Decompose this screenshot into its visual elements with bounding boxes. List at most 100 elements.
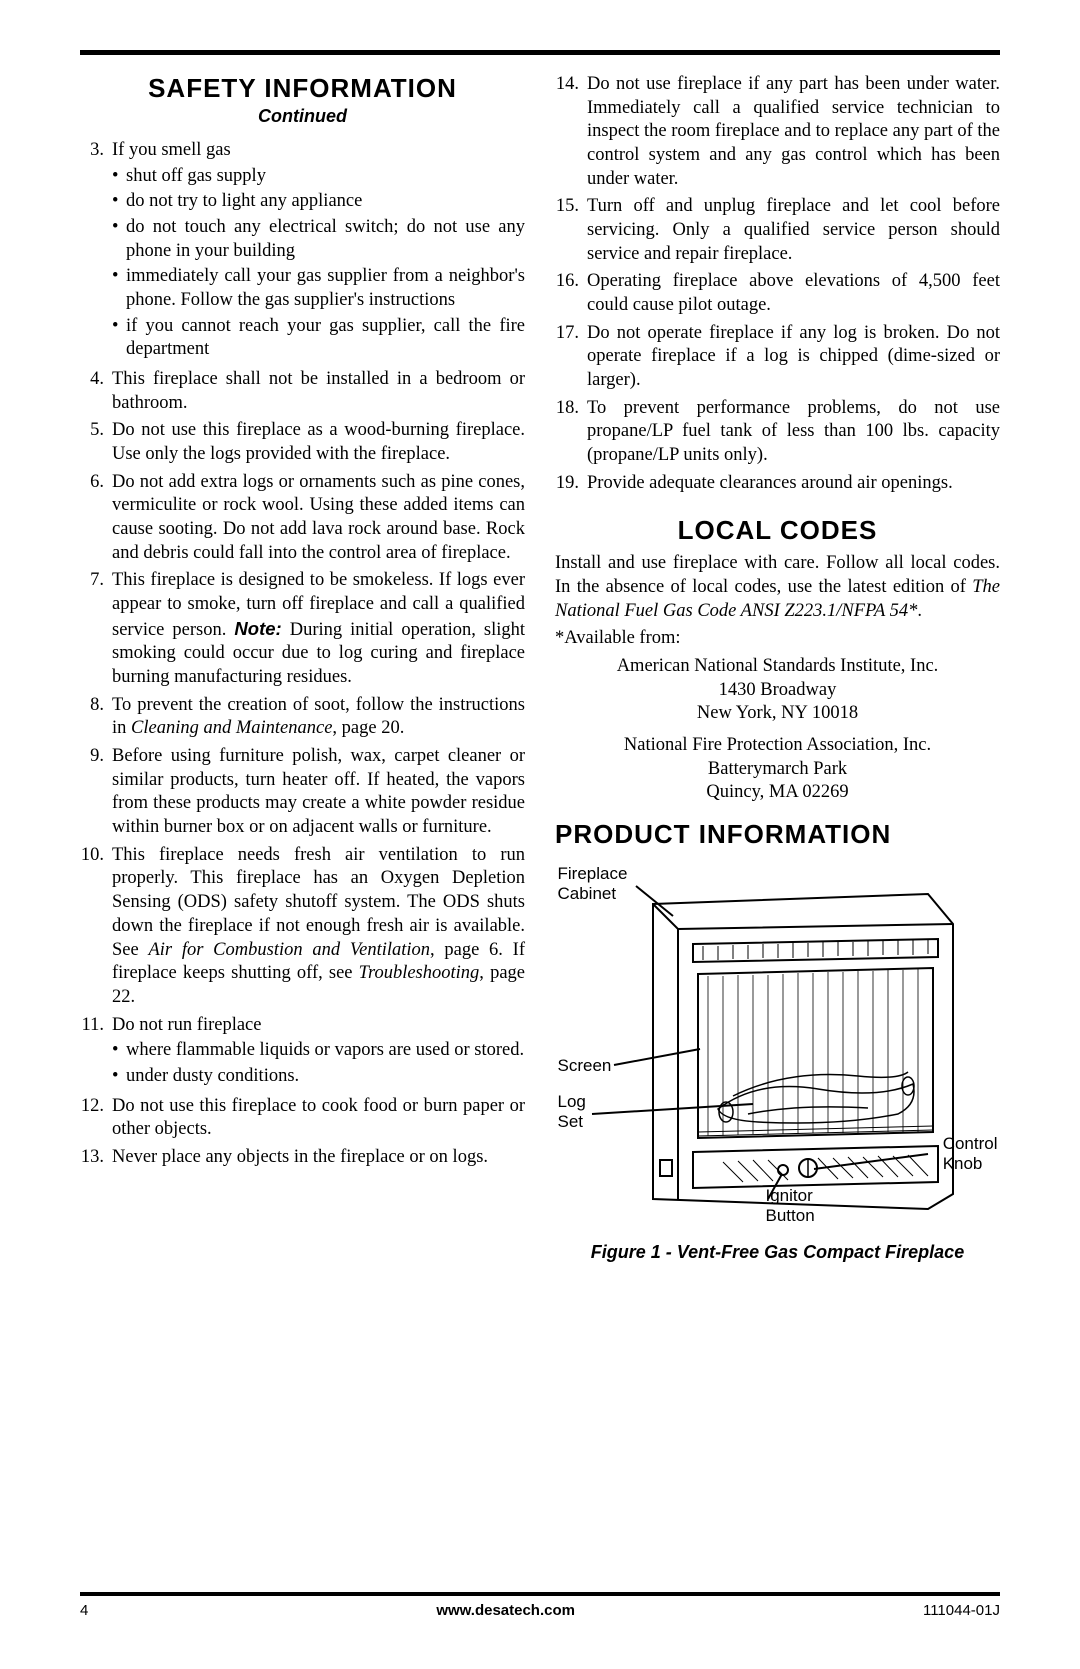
list-number: 5. xyxy=(80,419,112,466)
bullet-list: •shut off gas supply•do not try to light… xyxy=(112,165,525,362)
list-item: 9.Before using furniture polish, wax, ca… xyxy=(80,745,525,840)
address-ansi: American National Standards Institute, I… xyxy=(555,655,1000,726)
left-column: SAFETY INFORMATION Continued 3.If you sm… xyxy=(80,73,525,1533)
list-text: Provide adequate clearances around air o… xyxy=(587,472,1000,496)
list-number: 4. xyxy=(80,368,112,415)
list-number: 14. xyxy=(555,73,587,191)
safety-info-heading: SAFETY INFORMATION xyxy=(80,73,525,104)
list-number: 7. xyxy=(80,569,112,689)
list-number: 12. xyxy=(80,1095,112,1142)
list-text: To prevent performance problems, do not … xyxy=(587,397,1000,468)
list-item: 11.Do not run fireplace•where flammable … xyxy=(80,1014,525,1091)
bullet-item: •do not try to light any appliance xyxy=(112,190,525,214)
list-number: 17. xyxy=(555,322,587,393)
list-text: To prevent the creation of soot, follow … xyxy=(112,694,525,741)
list-text: Do not use fireplace if any part has bee… xyxy=(587,73,1000,191)
label-cabinet: FireplaceCabinet xyxy=(558,864,628,904)
bullet-dot: • xyxy=(112,190,126,214)
list-text: Do not add extra logs or ornaments such … xyxy=(112,471,525,566)
list-number: 6. xyxy=(80,471,112,566)
bullet-dot: • xyxy=(112,216,126,263)
list-item: 18.To prevent performance problems, do n… xyxy=(555,397,1000,468)
list-text: Do not run fireplace•where flammable liq… xyxy=(112,1014,525,1091)
bullet-dot: • xyxy=(112,165,126,189)
list-item: 14.Do not use fireplace if any part has … xyxy=(555,73,1000,191)
page-footer: 4 www.desatech.com 111044-01J xyxy=(80,1592,1000,1619)
label-logset: LogSet xyxy=(558,1092,586,1132)
list-text: Operating fireplace above elevations of … xyxy=(587,270,1000,317)
list-item: 3.If you smell gas•shut off gas supply•d… xyxy=(80,139,525,364)
bullet-item: •under dusty conditions. xyxy=(112,1065,525,1089)
list-item: 4.This fireplace shall not be installed … xyxy=(80,368,525,415)
figure-1: FireplaceCabinet Screen LogSet ControlKn… xyxy=(555,864,1000,1263)
list-item: 19.Provide adequate clearances around ai… xyxy=(555,472,1000,496)
list-item: 17.Do not operate fireplace if any log i… xyxy=(555,322,1000,393)
doc-number: 111044-01J xyxy=(923,1602,1000,1619)
bullet-dot: • xyxy=(112,315,126,362)
page-number: 4 xyxy=(80,1602,88,1619)
fireplace-diagram-svg xyxy=(558,864,998,1234)
safety-list-right: 14.Do not use fireplace if any part has … xyxy=(555,73,1000,495)
bullet-text: shut off gas supply xyxy=(126,165,525,189)
footer-url: www.desatech.com xyxy=(436,1602,575,1619)
list-number: 19. xyxy=(555,472,587,496)
list-text: Turn off and unplug fireplace and let co… xyxy=(587,195,1000,266)
label-control: ControlKnob xyxy=(943,1134,998,1174)
product-info-heading: PRODUCT INFORMATION xyxy=(555,819,1000,850)
continued-subheading: Continued xyxy=(80,106,525,127)
list-number: 13. xyxy=(80,1146,112,1170)
list-number: 8. xyxy=(80,694,112,741)
local-codes-heading: LOCAL CODES xyxy=(555,515,1000,546)
bullet-dot: • xyxy=(112,1065,126,1089)
bullet-text: do not try to light any appliance xyxy=(126,190,525,214)
list-text: This fireplace shall not be installed in… xyxy=(112,368,525,415)
available-from: *Available from: xyxy=(555,627,1000,651)
list-item: 7.This fireplace is designed to be smoke… xyxy=(80,569,525,689)
list-number: 11. xyxy=(80,1014,112,1091)
bullet-text: where flammable liquids or vapors are us… xyxy=(126,1039,525,1063)
list-text: This fireplace needs fresh air ventilati… xyxy=(112,844,525,1010)
bullet-item: •shut off gas supply xyxy=(112,165,525,189)
two-column-layout: SAFETY INFORMATION Continued 3.If you sm… xyxy=(80,73,1000,1533)
bullet-item: •immediately call your gas supplier from… xyxy=(112,265,525,312)
bottom-rule xyxy=(80,1592,1000,1596)
list-item: 5.Do not use this fireplace as a wood-bu… xyxy=(80,419,525,466)
list-item: 10.This fireplace needs fresh air ventil… xyxy=(80,844,525,1010)
bullet-text: if you cannot reach your gas supplier, c… xyxy=(126,315,525,362)
bullet-text: under dusty conditions. xyxy=(126,1065,525,1089)
safety-list-left: 3.If you smell gas•shut off gas supply•d… xyxy=(80,139,525,1170)
bullet-list: •where flammable liquids or vapors are u… xyxy=(112,1039,525,1088)
address-nfpa: National Fire Protection Association, In… xyxy=(555,734,1000,805)
list-number: 10. xyxy=(80,844,112,1010)
bullet-dot: • xyxy=(112,1039,126,1063)
list-number: 3. xyxy=(80,139,112,364)
label-ignitor: IgnitorButton xyxy=(766,1186,815,1226)
list-text: Do not use this fireplace as a wood-burn… xyxy=(112,419,525,466)
list-number: 15. xyxy=(555,195,587,266)
label-screen: Screen xyxy=(558,1056,612,1076)
list-text: Do not use this fireplace to cook food o… xyxy=(112,1095,525,1142)
list-text: Never place any objects in the fireplace… xyxy=(112,1146,525,1170)
list-number: 18. xyxy=(555,397,587,468)
list-text: This fireplace is designed to be smokele… xyxy=(112,569,525,689)
list-item: 16.Operating fireplace above elevations … xyxy=(555,270,1000,317)
bullet-text: immediately call your gas supplier from … xyxy=(126,265,525,312)
list-text: Do not operate fireplace if any log is b… xyxy=(587,322,1000,393)
list-item: 13.Never place any objects in the firepl… xyxy=(80,1146,525,1170)
right-column: 14.Do not use fireplace if any part has … xyxy=(555,73,1000,1533)
figure-1-caption: Figure 1 - Vent-Free Gas Compact Firepla… xyxy=(555,1242,1000,1263)
list-text: If you smell gas•shut off gas supply•do … xyxy=(112,139,525,364)
list-item: 15.Turn off and unplug fireplace and let… xyxy=(555,195,1000,266)
bullet-item: •if you cannot reach your gas supplier, … xyxy=(112,315,525,362)
list-text: Before using furniture polish, wax, carp… xyxy=(112,745,525,840)
list-number: 16. xyxy=(555,270,587,317)
local-codes-para: Install and use fireplace with care. Fol… xyxy=(555,552,1000,623)
list-item: 8.To prevent the creation of soot, follo… xyxy=(80,694,525,741)
top-rule xyxy=(80,50,1000,55)
list-number: 9. xyxy=(80,745,112,840)
list-item: 6.Do not add extra logs or ornaments suc… xyxy=(80,471,525,566)
bullet-item: •do not touch any electrical switch; do … xyxy=(112,216,525,263)
list-item: 12.Do not use this fireplace to cook foo… xyxy=(80,1095,525,1142)
bullet-text: do not touch any electrical switch; do n… xyxy=(126,216,525,263)
bullet-dot: • xyxy=(112,265,126,312)
